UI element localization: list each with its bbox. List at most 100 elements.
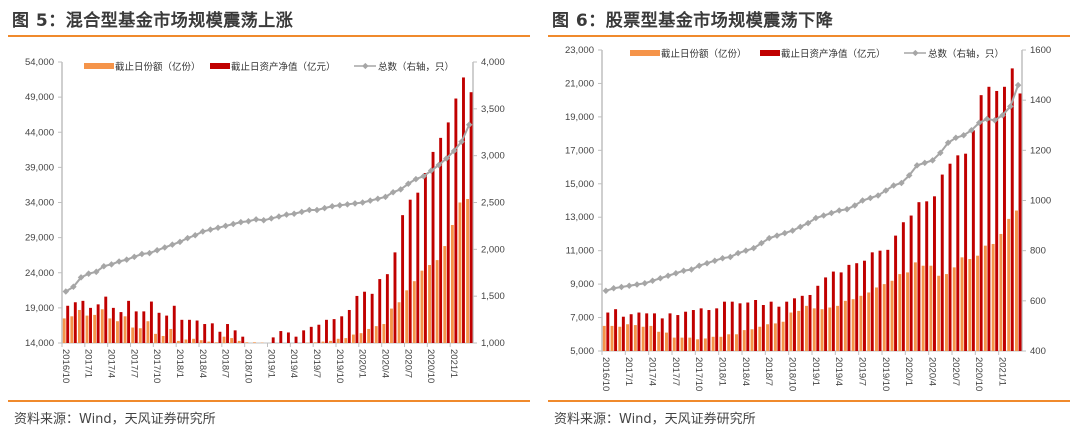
x-tick-label: 2019/10 xyxy=(334,349,345,383)
bar-shares xyxy=(937,275,941,351)
bar-shares xyxy=(77,309,81,343)
x-tick-label: 2017/7 xyxy=(670,357,681,386)
bar-net-assets xyxy=(738,303,742,351)
line-marker xyxy=(427,167,435,174)
line-marker xyxy=(161,244,169,251)
bar-net-assets xyxy=(676,315,680,351)
bar-shares xyxy=(882,284,886,351)
bar-shares xyxy=(116,321,119,343)
line-marker xyxy=(412,175,420,183)
bar-net-assets xyxy=(964,153,968,351)
x-tick-label: 2018/10 xyxy=(787,357,798,391)
line-marker xyxy=(781,229,789,237)
bar-shares xyxy=(626,324,630,351)
legend-label-shares: 截止日份额（亿份） xyxy=(661,48,747,60)
bar-shares xyxy=(85,315,89,343)
bar-shares xyxy=(192,338,196,343)
line-marker xyxy=(298,208,306,216)
left-tick-label: 11,000 xyxy=(566,246,594,257)
bar-shares xyxy=(245,342,249,343)
bar-shares xyxy=(633,325,637,351)
bar-shares xyxy=(161,335,165,343)
bar-net-assets xyxy=(629,314,633,351)
bar-shares xyxy=(906,272,910,351)
legend-marker-count xyxy=(912,49,919,57)
bar-shares xyxy=(428,265,431,343)
chart-title: 图 5：混合型基金市场规模震荡上涨 xyxy=(12,11,294,31)
bar-shares xyxy=(443,246,447,343)
x-tick-label: 2019/10 xyxy=(880,357,891,391)
bar-net-assets xyxy=(699,308,703,351)
bar-shares xyxy=(758,326,762,351)
x-tick-label: 2018/7 xyxy=(220,349,231,378)
bar-net-assets xyxy=(317,324,321,343)
left-tick-label: 54,000 xyxy=(25,57,54,68)
bar-shares xyxy=(680,337,684,351)
right-tick-label: 600 xyxy=(1030,296,1046,307)
line-marker xyxy=(252,216,260,223)
bar-shares xyxy=(351,334,355,343)
right-tick-label: 1,500 xyxy=(481,291,505,302)
bar-net-assets xyxy=(203,324,207,343)
title-divider xyxy=(8,35,530,37)
right-tick-label: 3,500 xyxy=(481,104,505,115)
bar-net-assets xyxy=(855,263,859,351)
right-tick-label: 800 xyxy=(1030,246,1046,257)
bar-shares xyxy=(929,265,933,351)
line-marker xyxy=(237,218,245,226)
x-tick-label: 2017/1 xyxy=(623,357,634,386)
right-tick-label: 2,500 xyxy=(481,198,505,209)
bar-net-assets xyxy=(385,274,389,343)
bar-shares xyxy=(750,329,754,351)
line-marker xyxy=(804,219,812,227)
bar-net-assets xyxy=(81,300,85,343)
line-marker xyxy=(742,247,750,254)
bar-shares xyxy=(176,340,180,343)
left-tick-label: 49,000 xyxy=(25,92,54,103)
bar-shares xyxy=(237,340,241,343)
bar-net-assets xyxy=(668,313,672,351)
line-marker xyxy=(695,262,703,269)
bar-net-assets xyxy=(96,304,100,343)
chart-panel-mixed-funds: 图 5：混合型基金市场规模震荡上涨 14,000 19,000 24,000 29,0… xyxy=(8,0,538,436)
left-tick-label: 5,000 xyxy=(570,346,594,357)
bar-shares xyxy=(766,324,770,351)
line-marker xyxy=(672,269,680,277)
left-tick-label: 7,000 xyxy=(570,313,594,324)
bar-net-assets xyxy=(180,319,184,343)
bar-net-assets xyxy=(987,86,991,352)
line-marker xyxy=(657,275,664,282)
line-marker xyxy=(374,195,382,203)
bar-shares xyxy=(108,318,112,343)
line-marker xyxy=(321,204,328,212)
left-tick-label: 34,000 xyxy=(25,198,54,209)
x-tick-label: 2020/7 xyxy=(402,349,413,378)
bar-net-assets xyxy=(660,318,664,351)
line-marker xyxy=(207,226,214,233)
x-tick-label: 2019/1 xyxy=(265,349,276,378)
bar-shares xyxy=(999,233,1003,351)
bar-net-assets xyxy=(347,309,351,343)
bar-shares xyxy=(329,340,333,343)
bar-net-assets xyxy=(325,319,328,343)
line-marker xyxy=(975,119,983,126)
bar-shares xyxy=(735,334,738,351)
bar-net-assets xyxy=(142,311,146,343)
bar-net-assets xyxy=(423,172,427,343)
line-marker xyxy=(169,241,176,248)
bar-net-assets xyxy=(769,301,773,351)
line-marker xyxy=(641,280,649,287)
left-tick-label: 9,000 xyxy=(570,279,594,290)
bar-net-assets xyxy=(66,305,70,343)
bar-net-assets xyxy=(761,305,765,351)
bar-shares xyxy=(945,274,948,351)
x-tick-label: 2021/1 xyxy=(997,357,1008,386)
line-marker xyxy=(382,193,389,201)
bar-shares xyxy=(1015,210,1018,351)
bar-net-assets xyxy=(157,312,161,343)
source-divider xyxy=(8,400,530,402)
x-tick-label: 2019/4 xyxy=(288,349,299,378)
bar-net-assets xyxy=(606,312,610,351)
bar-shares xyxy=(123,316,127,343)
line-marker xyxy=(773,232,781,239)
